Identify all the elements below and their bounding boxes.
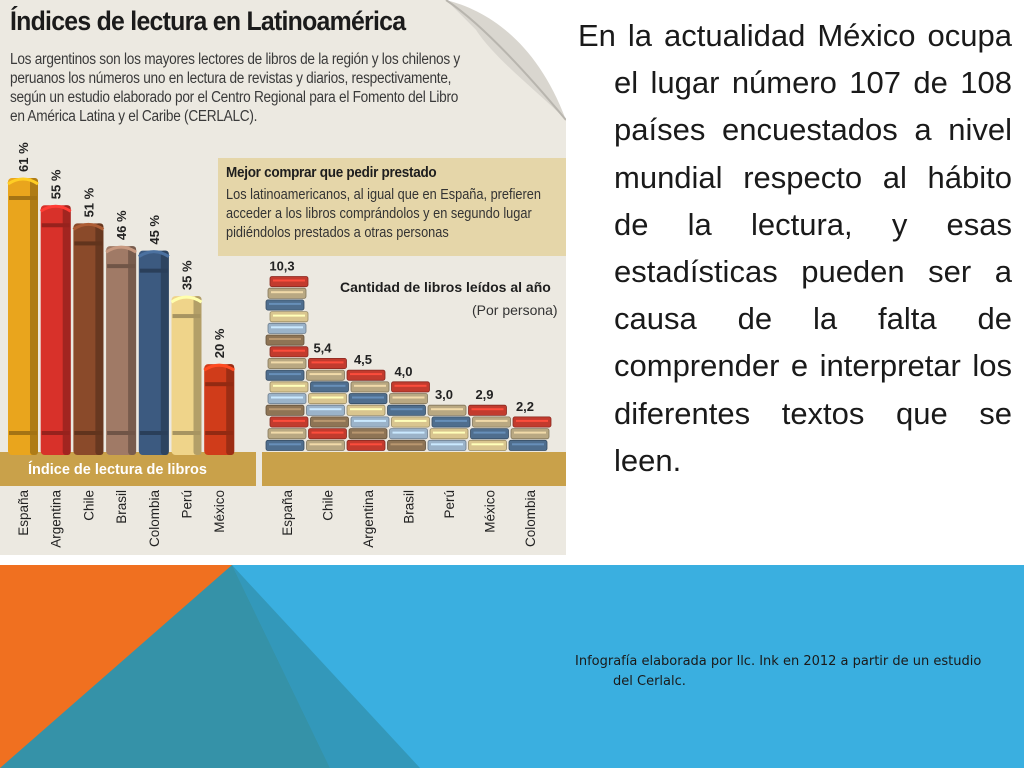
bar-band xyxy=(107,431,136,435)
image-caption: Infografía elaborada por llc. Ink en 201… xyxy=(575,652,995,692)
bar-band xyxy=(74,241,103,246)
box-buy-vs-borrow: Mejor comprar que pedir prestado Los lat… xyxy=(218,158,566,256)
shelf-base xyxy=(262,452,566,486)
value-label: 46 % xyxy=(114,210,129,240)
bar-shadow xyxy=(128,246,137,455)
infographic-title: Índices de lectura en Latinoamérica xyxy=(10,6,406,36)
bar-shadow xyxy=(30,178,38,455)
bar xyxy=(387,381,430,451)
bar-band xyxy=(41,223,70,228)
page-curl-decoration xyxy=(445,0,566,121)
value-label: 2,9 xyxy=(475,387,493,402)
category-label: Brasil xyxy=(402,490,417,524)
value-label: 4,5 xyxy=(354,352,372,367)
category-label: Argentina xyxy=(49,490,64,548)
bar-top xyxy=(105,245,137,254)
value-label: 2,2 xyxy=(516,399,534,414)
value-label: 45 % xyxy=(147,215,162,245)
bar-band xyxy=(41,431,70,435)
value-label: 55 % xyxy=(49,169,64,199)
bar xyxy=(468,404,511,451)
dark-teal-triangle xyxy=(232,565,420,768)
category-label: Chile xyxy=(81,490,96,521)
bar-top xyxy=(39,204,72,213)
shelf-base xyxy=(0,452,256,486)
category-label: México xyxy=(212,490,227,533)
category-label: España xyxy=(16,490,31,536)
bar-shadow xyxy=(193,296,202,455)
bar-band xyxy=(139,431,168,435)
value-label: 20 % xyxy=(212,328,227,358)
bar xyxy=(346,369,390,451)
bar xyxy=(508,416,552,451)
bar-shadow xyxy=(95,223,104,455)
chart-title: Índice de lectura de libros xyxy=(28,461,207,478)
bar-top xyxy=(137,250,170,258)
bar-band xyxy=(205,431,234,435)
infographic-image: Índices de lectura en Latinoamérica Los … xyxy=(0,0,566,555)
chart-reading-index: Índice de lectura de libros 61 % España 55 … xyxy=(0,142,256,548)
bar-band xyxy=(9,431,37,435)
category-label: España xyxy=(280,490,295,536)
category-label: Perú xyxy=(180,490,195,519)
bar xyxy=(306,357,349,451)
caption-text: Infografía elaborada por llc. Ink en 201… xyxy=(575,654,982,689)
bar-top xyxy=(170,295,203,304)
chart-title: Cantidad de libros leídos al año xyxy=(340,279,551,295)
bar xyxy=(265,276,309,451)
box-text: Los latinoamericanos, al igual que en Es… xyxy=(226,187,541,241)
category-label: Chile xyxy=(321,490,336,521)
category-label: Brasil xyxy=(114,490,129,524)
box-title: Mejor comprar que pedir prestado xyxy=(226,164,437,181)
chart-books-per-year: Cantidad de libros leídos al año (Por per… xyxy=(262,259,566,548)
bar-top xyxy=(203,363,236,372)
value-label: 3,0 xyxy=(435,387,453,402)
value-label: 51 % xyxy=(81,187,96,217)
bar-top xyxy=(72,222,105,231)
body-text: En la actualidad México ocupa el lugar n… xyxy=(578,12,1012,484)
category-label: México xyxy=(483,490,498,533)
bar-band xyxy=(139,268,168,273)
bar-shadow xyxy=(160,250,169,455)
category-label: Colombia xyxy=(147,490,162,548)
chart-subtitle: (Por persona) xyxy=(472,302,558,318)
value-label: 35 % xyxy=(180,260,195,290)
bar-band xyxy=(9,196,37,200)
bar-band xyxy=(172,431,201,435)
body-paragraph: En la actualidad México ocupa el lugar n… xyxy=(578,18,1012,478)
bar-shadow xyxy=(62,205,71,455)
value-label: 4,0 xyxy=(394,364,412,379)
value-label: 10,3 xyxy=(269,259,294,274)
category-label: Perú xyxy=(442,490,457,519)
bar xyxy=(427,404,471,451)
category-label: Argentina xyxy=(361,490,376,548)
bar-band xyxy=(205,382,234,387)
category-label: Colombia xyxy=(523,490,538,548)
bar-band xyxy=(74,431,103,435)
bar-band xyxy=(107,264,136,269)
bar-top xyxy=(7,177,39,186)
bar-band xyxy=(172,314,201,319)
orange-triangle xyxy=(0,565,232,768)
infographic-intro: Los argentinos son los mayores lectores … xyxy=(10,51,460,125)
value-label: 61 % xyxy=(16,142,31,172)
value-label: 5,4 xyxy=(313,340,332,355)
